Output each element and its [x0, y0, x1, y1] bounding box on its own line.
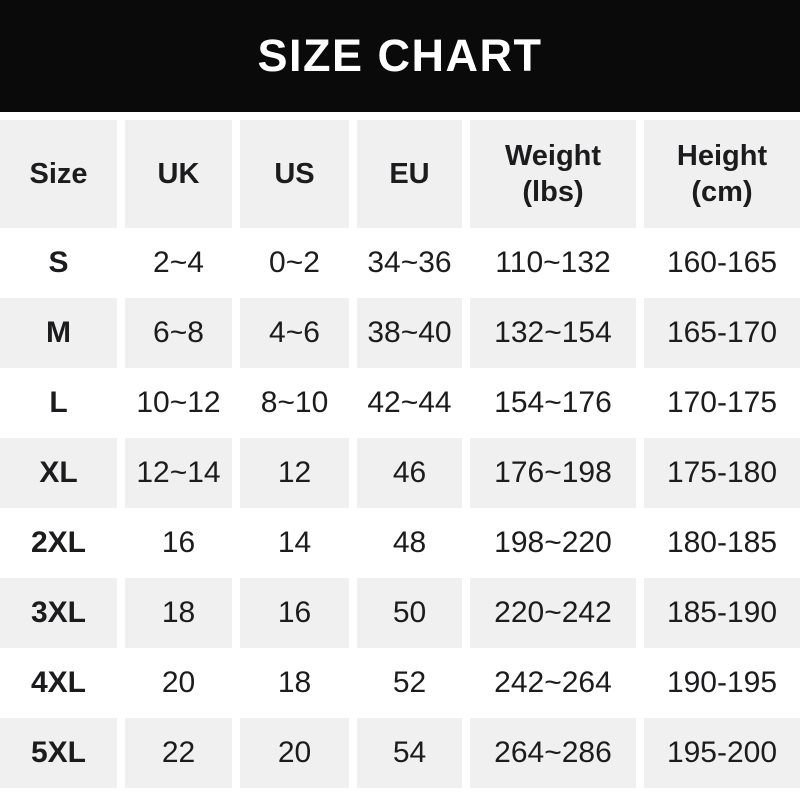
column-header-size: Size — [0, 120, 117, 228]
cell-size: XL — [0, 438, 117, 508]
cell-eu: 52 — [349, 648, 462, 718]
column-header-label: EU — [389, 157, 430, 190]
cell-eu: 42~44 — [349, 368, 462, 438]
cell-weight: 264~286 — [462, 718, 636, 788]
cell-size: 4XL — [0, 648, 117, 718]
cell-uk: 18 — [117, 578, 232, 648]
cell-eu: 50 — [349, 578, 462, 648]
cell-height: 160-165 — [636, 228, 800, 298]
column-header-label: US — [274, 157, 315, 190]
column-header-height: Height (cm) — [636, 120, 800, 228]
column-header-uk: UK — [117, 120, 232, 228]
cell-weight: 242~264 — [462, 648, 636, 718]
cell-us: 14 — [232, 508, 349, 578]
column-header-weight: Weight (lbs) — [462, 120, 636, 228]
cell-height: 190-195 — [636, 648, 800, 718]
cell-height: 195-200 — [636, 718, 800, 788]
cell-eu: 38~40 — [349, 298, 462, 368]
page-title: SIZE CHART — [257, 30, 543, 81]
cell-height: 175-180 — [636, 438, 800, 508]
column-header-label: UK — [157, 157, 200, 190]
column-header-label: Weight — [504, 139, 602, 172]
cell-uk: 6~8 — [117, 298, 232, 368]
cell-height: 165-170 — [636, 298, 800, 368]
cell-us: 20 — [232, 718, 349, 788]
cell-eu: 34~36 — [349, 228, 462, 298]
cell-eu: 48 — [349, 508, 462, 578]
cell-uk: 10~12 — [117, 368, 232, 438]
size-chart-table: Size UK US EU Weight (lbs) Height (cm) S… — [0, 120, 800, 788]
cell-us: 18 — [232, 648, 349, 718]
cell-eu: 54 — [349, 718, 462, 788]
column-header-eu: EU — [349, 120, 462, 228]
cell-height: 185-190 — [636, 578, 800, 648]
column-header-label: Height — [676, 139, 768, 172]
cell-size: 5XL — [0, 718, 117, 788]
cell-size: 3XL — [0, 578, 117, 648]
cell-size: L — [0, 368, 117, 438]
cell-size: S — [0, 228, 117, 298]
cell-height: 180-185 — [636, 508, 800, 578]
cell-weight: 110~132 — [462, 228, 636, 298]
cell-height: 170-175 — [636, 368, 800, 438]
cell-uk: 20 — [117, 648, 232, 718]
cell-uk: 16 — [117, 508, 232, 578]
cell-weight: 220~242 — [462, 578, 636, 648]
cell-weight: 154~176 — [462, 368, 636, 438]
cell-us: 0~2 — [232, 228, 349, 298]
cell-weight: 132~154 — [462, 298, 636, 368]
cell-weight: 176~198 — [462, 438, 636, 508]
cell-us: 12 — [232, 438, 349, 508]
cell-uk: 2~4 — [117, 228, 232, 298]
cell-uk: 22 — [117, 718, 232, 788]
cell-uk: 12~14 — [117, 438, 232, 508]
column-header-label: Size — [29, 157, 88, 190]
cell-size: 2XL — [0, 508, 117, 578]
size-chart-grid: Size UK US EU Weight (lbs) Height (cm) S… — [0, 120, 800, 788]
column-header-sub: (cm) — [691, 176, 753, 208]
cell-us: 4~6 — [232, 298, 349, 368]
column-header-sub: (lbs) — [522, 176, 584, 208]
cell-us: 8~10 — [232, 368, 349, 438]
cell-eu: 46 — [349, 438, 462, 508]
cell-us: 16 — [232, 578, 349, 648]
cell-weight: 198~220 — [462, 508, 636, 578]
title-bar: SIZE CHART — [0, 0, 800, 112]
cell-size: M — [0, 298, 117, 368]
column-header-us: US — [232, 120, 349, 228]
